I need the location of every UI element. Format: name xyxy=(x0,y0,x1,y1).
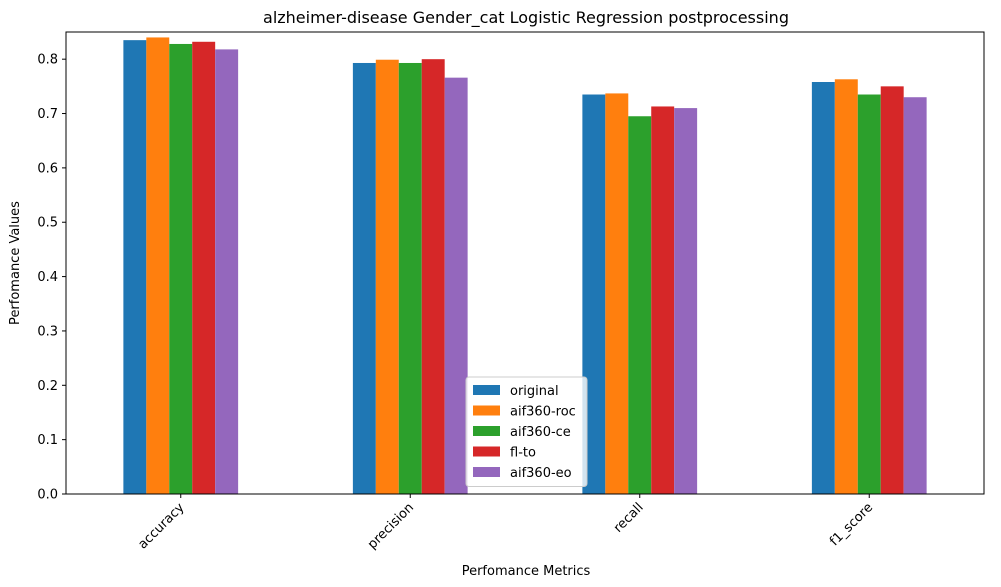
plot-area xyxy=(123,37,927,495)
y-tick-label: 0.5 xyxy=(37,216,58,231)
y-tick-label: 0.1 xyxy=(37,433,58,448)
legend-swatch-original xyxy=(473,385,500,395)
bar-aif360-eo-accuracy xyxy=(215,49,239,494)
y-tick-label: 0.4 xyxy=(37,270,58,285)
x-tick-label-f1_score: f1_score xyxy=(827,500,876,549)
bar-aif360-roc-f1_score xyxy=(834,79,858,494)
bar-fl-to-precision xyxy=(421,59,445,495)
legend-swatch-aif360-ce xyxy=(473,426,500,436)
legend-label-fl-to: fl-to xyxy=(510,446,536,461)
y-tick-label: 0.6 xyxy=(37,161,58,176)
bar-aif360-eo-recall xyxy=(674,108,698,494)
legend-swatch-fl-to xyxy=(473,446,500,457)
legend-label-aif360-eo: aif360-eo xyxy=(510,466,572,481)
legend-label-aif360-roc: aif360-roc xyxy=(510,405,576,420)
bar-aif360-ce-f1_score xyxy=(857,94,881,494)
x-tick-label-accuracy: accuracy xyxy=(135,500,187,552)
chart-title: alzheimer-disease Gender_cat Logistic Re… xyxy=(263,8,789,28)
legend: original aif360-roc aif360-ce fl-to aif360-e… xyxy=(465,376,588,487)
bar-aif360-ce-recall xyxy=(628,116,652,494)
bar-aif360-ce-precision xyxy=(398,62,422,494)
bar-fl-to-recall xyxy=(651,106,675,495)
x-tick-label-recall: recall xyxy=(611,500,647,536)
bar-fl-to-accuracy xyxy=(192,41,216,494)
legend-swatch-aif360-roc xyxy=(473,405,500,416)
x-axis: accuracy precision recall f1_score xyxy=(135,494,876,552)
bar-original-accuracy xyxy=(123,40,147,495)
y-tick-label: 0.8 xyxy=(37,53,58,68)
legend-swatch-aif360-eo xyxy=(473,467,500,477)
bar-aif360-roc-recall xyxy=(605,93,629,495)
y-tick-label: 0.2 xyxy=(37,379,58,394)
bar-aif360-roc-accuracy xyxy=(146,37,170,494)
x-axis-label: Perfomance Metrics xyxy=(462,564,591,579)
bar-original-f1_score xyxy=(811,82,835,494)
bar-aif360-ce-accuracy xyxy=(169,43,193,495)
y-tick-label: 0.7 xyxy=(37,107,58,122)
bar-aif360-roc-precision xyxy=(375,59,399,494)
plot-frame xyxy=(65,31,985,495)
legend-label-aif360-ce: aif360-ce xyxy=(510,425,571,440)
legend-box xyxy=(465,376,588,487)
bar-aif360-eo-precision xyxy=(444,77,468,494)
legend-label-original: original xyxy=(510,384,559,399)
bar-original-precision xyxy=(352,62,376,494)
bar-original-recall xyxy=(582,94,606,494)
y-axis: 0.0 0.1 0.2 0.3 0.4 0.5 0.6 0.7 0.8 xyxy=(37,53,66,503)
y-tick-label: 0.0 xyxy=(37,488,58,503)
x-tick-label-precision: precision xyxy=(365,500,417,552)
y-tick-label: 0.3 xyxy=(37,324,58,339)
bar-fl-to-f1_score xyxy=(880,86,904,494)
bar-aif360-eo-f1_score xyxy=(903,97,927,494)
y-axis-label: Perfomance Values xyxy=(8,201,23,325)
